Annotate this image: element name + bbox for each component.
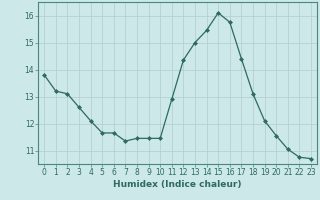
X-axis label: Humidex (Indice chaleur): Humidex (Indice chaleur): [113, 180, 242, 189]
